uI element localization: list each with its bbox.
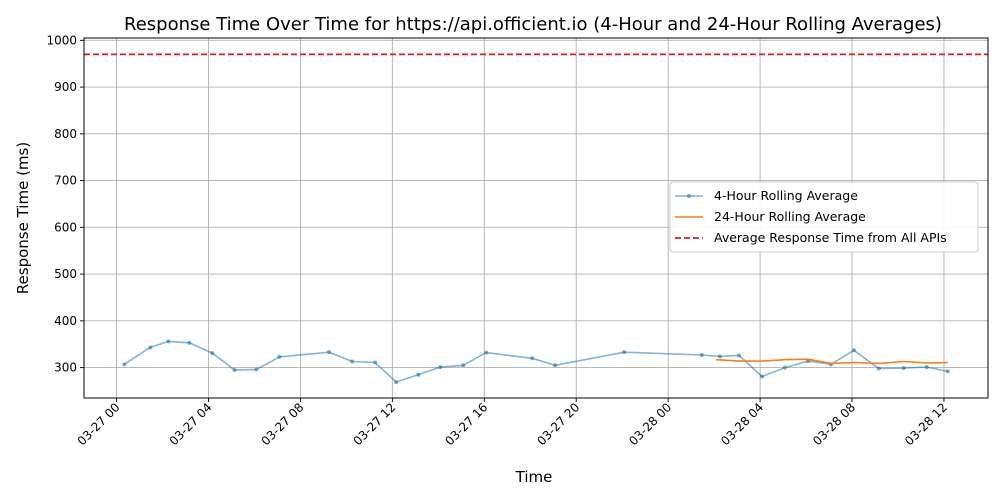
- x-tick-label: 03-27 08: [258, 400, 306, 448]
- y-axis-label: Response Time (ms): [14, 142, 32, 294]
- series-4h-point: [851, 348, 856, 353]
- x-axis-ticks: 03-27 00 03-27 04 03-27 08 03-27 12 03-27 16…: [75, 398, 950, 448]
- series-4h-point: [232, 367, 237, 372]
- series-4h-point: [373, 360, 378, 365]
- x-tick-label: 03-27 16: [442, 400, 490, 448]
- x-tick-label: 03-27 04: [167, 400, 215, 448]
- series-4h-point: [277, 354, 282, 359]
- y-tick-label: 500: [54, 267, 77, 281]
- y-tick-label: 1000: [46, 33, 77, 47]
- plot-frame: [83, 37, 989, 399]
- series-layer: [84, 53, 988, 385]
- legend-box: [669, 181, 979, 253]
- series-4h-point: [254, 367, 259, 372]
- series-24h-line: [715, 358, 948, 365]
- series-4h-point: [416, 372, 421, 377]
- legend-label-4h: 4-Hour Rolling Average: [714, 188, 858, 203]
- series-4h-point: [210, 351, 215, 356]
- series-4h-point: [166, 339, 171, 344]
- legend: 4-Hour Rolling Average 24-Hour Rolling A…: [669, 181, 979, 253]
- series-4h-point: [924, 365, 929, 370]
- y-tick-label: 300: [54, 361, 77, 375]
- x-tick-label: 03-28 00: [626, 400, 674, 448]
- series-4h-point: [327, 350, 332, 355]
- x-tick-label: 03-28 12: [902, 400, 950, 448]
- series-4h-point: [394, 380, 399, 385]
- series-4h-point: [876, 366, 881, 371]
- series-4h-point: [461, 363, 466, 368]
- series-4h-point: [760, 374, 764, 379]
- legend-label-24h: 24-Hour Rolling Average: [714, 209, 866, 224]
- x-axis-label: Time: [515, 468, 553, 486]
- x-tick-label: 03-27 12: [350, 400, 398, 448]
- x-tick-label: 03-27 00: [75, 400, 123, 448]
- series-4h-point: [553, 363, 558, 368]
- series-4h-point: [148, 345, 153, 350]
- series-4h-point: [699, 352, 704, 357]
- x-tick-label: 03-27 20: [534, 400, 582, 448]
- series-4h-point: [945, 369, 950, 374]
- series-4h-point: [782, 365, 787, 370]
- series-4h-point: [350, 359, 355, 364]
- series-4h-point: [187, 340, 192, 345]
- y-tick-label: 800: [54, 127, 77, 141]
- legend-marker-4h: [687, 194, 691, 198]
- series-4h-point: [438, 365, 443, 370]
- chart-title: Response Time Over Time for https://api.…: [124, 14, 942, 35]
- y-axis-ticks: 300 400 500 600 700 800 900 1000: [46, 33, 84, 375]
- series-4h-point: [484, 350, 489, 355]
- y-tick-label: 600: [54, 220, 77, 234]
- series-4h-point: [717, 354, 722, 359]
- series-4h-point: [530, 356, 535, 361]
- y-tick-label: 900: [54, 80, 77, 94]
- legend-label-all-apis: Average Response Time from All APIs: [714, 230, 947, 245]
- y-tick-label: 400: [54, 314, 77, 328]
- x-tick-label: 03-28 08: [810, 400, 858, 448]
- y-tick-label: 700: [54, 174, 77, 188]
- series-4h-point: [737, 353, 742, 358]
- series-4h-point: [622, 350, 627, 355]
- series-4h-point: [122, 362, 127, 367]
- series-4h-point: [901, 366, 906, 371]
- x-tick-label: 03-28 04: [718, 400, 766, 448]
